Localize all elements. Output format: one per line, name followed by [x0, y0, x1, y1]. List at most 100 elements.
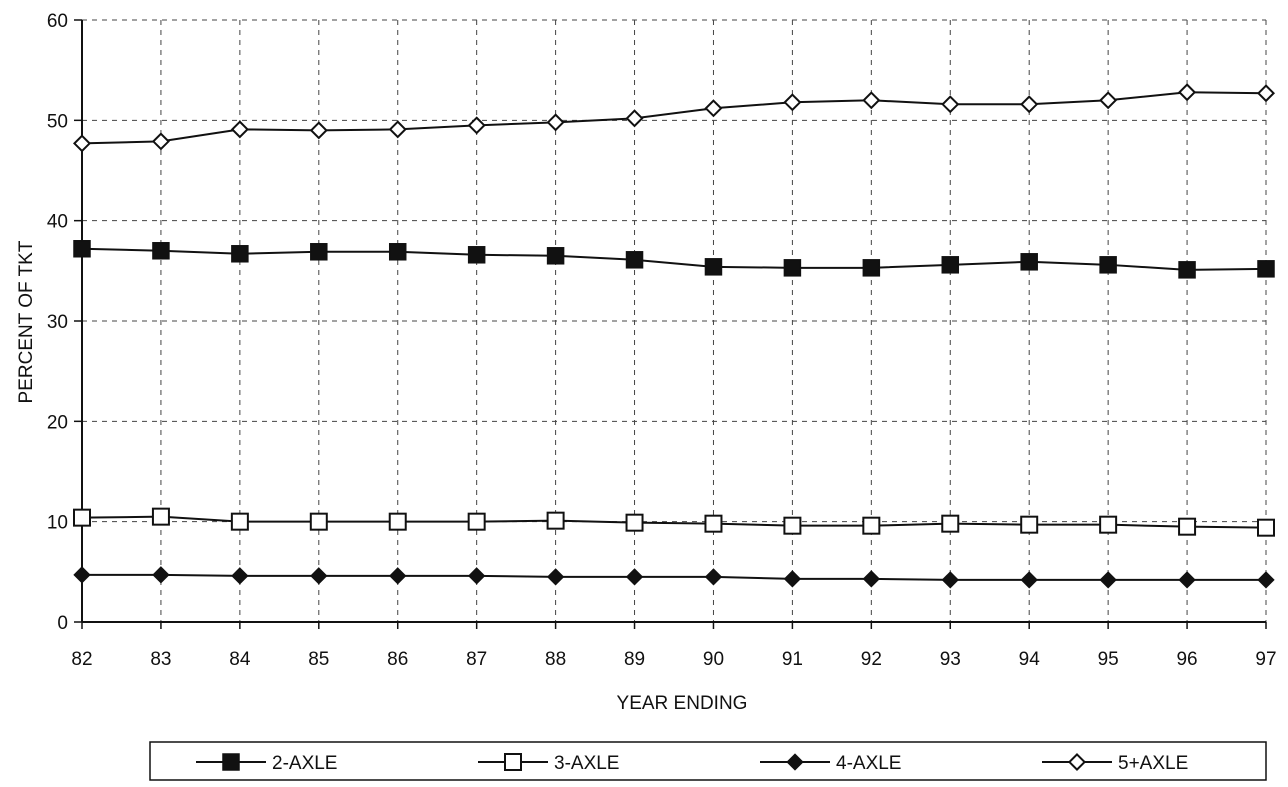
- y-tick-label: 0: [57, 613, 68, 634]
- data-point: [783, 570, 802, 588]
- data-point: [862, 516, 881, 535]
- x-tick-label: 94: [1019, 649, 1041, 670]
- data-point: [941, 256, 960, 274]
- data-point: [1020, 253, 1038, 271]
- x-tick-label: 85: [308, 649, 329, 670]
- data-point: [1256, 84, 1276, 103]
- y-tick-label: 40: [47, 212, 68, 233]
- x-tick-label: 97: [1255, 649, 1276, 670]
- data-point: [231, 567, 249, 585]
- data-point: [73, 566, 91, 584]
- grid: [82, 19, 1267, 622]
- data-point: [1178, 571, 1196, 589]
- x-tick-label: 91: [782, 649, 803, 670]
- y-tick-label: 60: [47, 11, 68, 32]
- data-point: [1178, 261, 1196, 279]
- data-point: [704, 568, 723, 586]
- legend-marker: [504, 753, 522, 771]
- data-point: [941, 571, 959, 589]
- data-point: [704, 514, 723, 533]
- data-point: [546, 511, 565, 530]
- y-tick-label: 20: [47, 412, 68, 433]
- data-point: [625, 568, 644, 586]
- data-point: [862, 91, 881, 110]
- data-point: [862, 259, 881, 277]
- legend: 2-AXLE 3-AXLE 4-AXLE 5+AXLE: [149, 741, 1267, 781]
- series-2-axle: [73, 240, 1275, 279]
- y-tick-labels: 0 10 20 30 40 50 60: [47, 11, 68, 634]
- legend-marker: [1067, 752, 1087, 772]
- data-point: [73, 508, 91, 527]
- x-tick-label: 92: [861, 649, 882, 670]
- data-point: [388, 512, 407, 531]
- data-point: [704, 99, 723, 118]
- data-point: [231, 245, 249, 263]
- data-point: [783, 516, 802, 535]
- data-point: [1020, 515, 1039, 534]
- series-4-axle: [73, 566, 1275, 589]
- legend-item: 2-AXLE: [196, 753, 337, 774]
- series-5-axle: [72, 83, 1276, 153]
- data-point: [151, 132, 170, 151]
- data-point: [1099, 571, 1117, 589]
- legend-items: 2-AXLE 3-AXLE 4-AXLE 5+AXLE: [196, 752, 1188, 774]
- series-line: [81, 91, 1267, 145]
- legend-marker: [786, 753, 804, 771]
- x-tick-label: 83: [150, 649, 171, 670]
- data-point: [388, 243, 407, 261]
- data-point: [468, 567, 486, 585]
- data-point: [1099, 256, 1117, 274]
- data-point: [389, 567, 407, 585]
- axes: [74, 19, 1267, 629]
- data-point: [388, 120, 407, 139]
- data-point: [546, 247, 565, 265]
- series-line: [81, 515, 1267, 529]
- data-point: [1099, 91, 1118, 110]
- x-tick-label: 87: [466, 649, 487, 670]
- data-point: [152, 566, 170, 584]
- data-point: [546, 113, 565, 132]
- x-tick-label: 89: [624, 649, 645, 670]
- x-axis-title: YEAR ENDING: [617, 693, 748, 714]
- data-point: [941, 514, 960, 533]
- series-3-axle: [73, 507, 1275, 537]
- legend-label: 2-AXLE: [272, 753, 337, 774]
- data-point: [1099, 515, 1118, 534]
- legend-label: 4-AXLE: [836, 753, 901, 774]
- legend-item: 4-AXLE: [760, 753, 901, 774]
- data-point: [467, 116, 486, 135]
- data-point: [625, 513, 644, 532]
- data-point: [546, 568, 565, 586]
- x-tick-labels: 82 83 84 85 86 87 88 89 90 91 92 93 94 95 96 97: [71, 649, 1276, 670]
- data-point: [783, 259, 802, 277]
- data-point: [309, 512, 328, 531]
- y-tick-label: 50: [47, 111, 68, 132]
- series-line: [82, 573, 1266, 581]
- x-tick-label: 82: [71, 649, 92, 670]
- x-tick-label: 96: [1176, 649, 1197, 670]
- legend-label: 3-AXLE: [554, 753, 619, 774]
- data-point: [310, 567, 328, 585]
- x-tick-label: 84: [229, 649, 251, 670]
- data-point: [1178, 517, 1197, 536]
- data-point: [467, 246, 486, 264]
- data-point: [72, 134, 92, 153]
- series-lines: [72, 83, 1276, 589]
- data-point: [230, 512, 249, 531]
- data-point: [1257, 571, 1275, 589]
- y-axis-title: PERCENT OF TKT: [16, 240, 37, 403]
- data-point: [941, 95, 960, 114]
- x-tick-label: 93: [940, 649, 961, 670]
- legend-item: 5+AXLE: [1042, 752, 1188, 774]
- data-point: [1257, 260, 1275, 278]
- x-tick-label: 86: [387, 649, 408, 670]
- data-point: [73, 240, 91, 258]
- legend-label: 5+AXLE: [1118, 753, 1188, 774]
- data-point: [310, 243, 328, 261]
- series-line: [81, 247, 1267, 271]
- data-point: [625, 109, 644, 128]
- data-point: [309, 121, 328, 140]
- data-point: [783, 93, 802, 112]
